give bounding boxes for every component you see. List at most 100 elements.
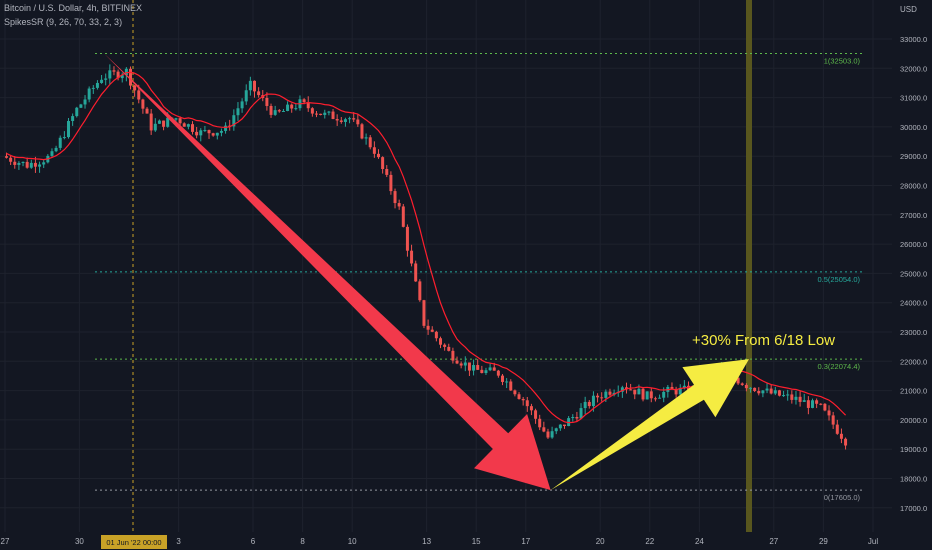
price-tick-label: 32000.0 — [900, 64, 927, 73]
fib-label: 0(17605.0) — [824, 493, 861, 502]
time-axis[interactable]: 27 30 3 6 8 10 13 15 17 20 22 24 27 29 Jul 01 Jun '22 0… — [1, 535, 879, 549]
candle-body — [178, 118, 182, 124]
candle-body — [356, 119, 360, 125]
candle-body — [484, 370, 488, 374]
candle-body — [269, 105, 273, 115]
candle-body — [538, 418, 542, 428]
time-tick-label: 6 — [251, 537, 256, 546]
price-tick-label: 19000.0 — [900, 445, 927, 454]
candle-body — [327, 111, 331, 113]
candle-body — [244, 90, 248, 102]
price-tick-label: 21000.0 — [900, 387, 927, 396]
candle-body — [157, 120, 161, 124]
candle-body — [62, 137, 66, 139]
time-tick-label: 20 — [596, 537, 605, 546]
candle-body — [815, 400, 819, 404]
time-tick-label: 27 — [1, 537, 10, 546]
candle-body — [645, 391, 649, 400]
candle-body — [410, 250, 414, 264]
candle-body — [352, 118, 356, 120]
candle-body — [9, 157, 13, 162]
candle-body — [360, 124, 364, 139]
candle-body — [253, 80, 256, 92]
candle-body — [71, 116, 75, 122]
fib-label: 0.5(25054.0) — [817, 275, 860, 284]
candle-body — [13, 161, 17, 165]
candle-body — [563, 424, 566, 427]
candle-body — [91, 87, 95, 89]
candle-body — [629, 389, 633, 391]
price-tick-label: 27000.0 — [900, 211, 927, 220]
candle-body — [33, 162, 37, 167]
candle-body — [550, 431, 554, 438]
candle-body — [401, 206, 405, 227]
time-tick-label: 15 — [472, 537, 481, 546]
candle-body — [434, 331, 438, 339]
candle-body — [273, 110, 277, 115]
candle-body — [133, 85, 137, 91]
candle-body — [476, 365, 480, 370]
candle-body — [835, 424, 839, 434]
candle-body — [277, 110, 281, 112]
candle-body — [525, 400, 529, 407]
candle-body — [219, 130, 223, 133]
candle-body — [310, 108, 314, 114]
candle-body — [488, 367, 492, 371]
candle-body — [554, 428, 558, 432]
candle-body — [839, 433, 843, 439]
candle-body — [215, 132, 219, 136]
price-tick-label: 28000.0 — [900, 182, 927, 191]
candle-body — [513, 390, 517, 395]
candle-body — [240, 101, 244, 109]
candle-body — [571, 417, 575, 419]
candle-body — [587, 401, 591, 407]
price-tick-label: 17000.0 — [900, 504, 927, 513]
candle-body — [658, 397, 662, 399]
time-tick-label: 13 — [422, 537, 431, 546]
candle-body — [405, 226, 409, 251]
candle-body — [137, 90, 141, 100]
indicator-title[interactable]: SpikesSR (9, 26, 70, 33, 2, 3) — [4, 17, 123, 27]
candle-body — [649, 391, 653, 399]
price-tick-label: 23000.0 — [900, 328, 927, 337]
candle-body — [368, 137, 372, 148]
price-tick-label: 29000.0 — [900, 152, 927, 161]
candle-body — [42, 162, 46, 165]
candle-body — [753, 387, 757, 391]
candle-body — [95, 82, 99, 88]
candle-body — [505, 381, 509, 383]
candle-body — [385, 168, 389, 175]
candle-body — [17, 162, 21, 165]
price-tick-label: 18000.0 — [900, 475, 927, 484]
candle-body — [480, 369, 484, 374]
candle-body — [372, 147, 376, 154]
candle-body — [782, 395, 786, 397]
candle-body — [112, 70, 116, 72]
candle-body — [443, 344, 447, 347]
price-tick-label: 22000.0 — [900, 357, 927, 366]
candle-body — [463, 362, 467, 366]
candle-body — [682, 385, 686, 388]
candle-body — [166, 117, 170, 127]
candle-body — [162, 120, 166, 127]
candle-body — [414, 263, 418, 282]
candle-body — [83, 99, 87, 105]
candle-body — [455, 360, 459, 364]
candle-body — [819, 403, 823, 405]
fib-levels: 1(32503.0) 0.5(25054.0) 0.3(22074.4) 0(1760… — [95, 53, 862, 502]
candle-body — [426, 325, 430, 330]
price-tick-label: 30000.0 — [900, 123, 927, 132]
candle-body — [211, 133, 215, 136]
candle-body — [393, 191, 397, 204]
price-tick-label: 26000.0 — [900, 240, 927, 249]
candle-body — [579, 408, 583, 419]
candle-body — [199, 130, 203, 136]
candle-body — [794, 396, 798, 400]
candle-body — [79, 104, 83, 108]
time-tick-label: 3 — [176, 537, 181, 546]
candle-body — [620, 387, 624, 392]
price-axis[interactable]: 33000.0 32000.0 31000.0 30000.0 29000.0 28000… — [900, 35, 927, 513]
candle-body — [521, 398, 525, 401]
